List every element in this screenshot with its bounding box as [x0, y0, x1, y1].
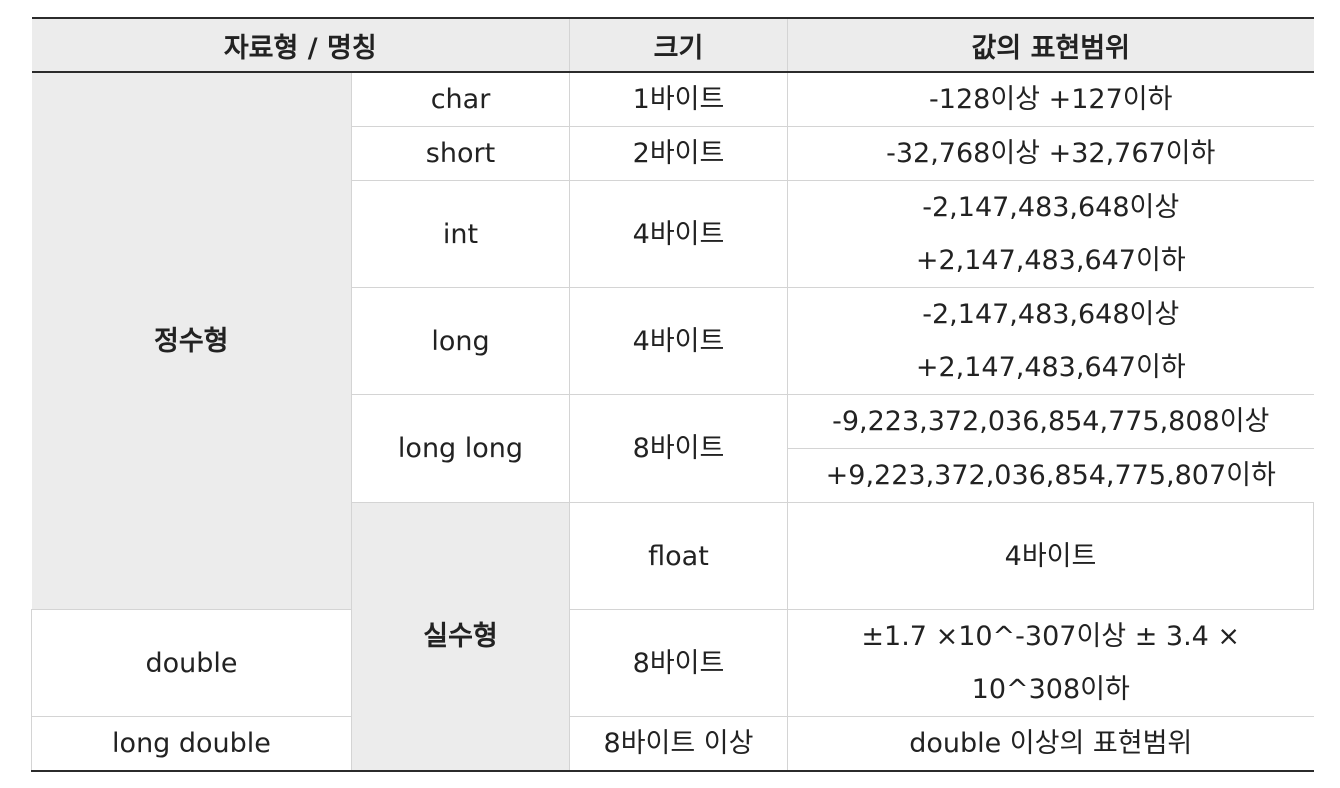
data-type-table: 자료형 / 명칭 크기 값의 표현범위 정수형 char 1바이트 -128이상… — [31, 17, 1314, 772]
type-range-cell: -2,147,483,648이상 +2,147,483,647이하 — [787, 180, 1314, 288]
type-size-cell: 8바이트 이상 — [569, 716, 788, 772]
table-row-int: int 4바이트 -2,147,483,648이상 +2,147,483,647… — [32, 180, 1314, 288]
type-size-cell: 8바이트 — [569, 394, 788, 503]
range-upper: +2,147,483,647이하 — [915, 352, 1186, 383]
type-range-cell: -2,147,483,648이상 +2,147,483,647이하 — [787, 287, 1314, 395]
type-size-cell: 4바이트 — [569, 287, 788, 395]
type-range-cell: -9,223,372,036,854,775,808이상 — [787, 394, 1314, 449]
type-name-cell: short — [351, 126, 570, 181]
group-integer: 정수형 — [31, 71, 352, 610]
header-row: 자료형 / 명칭 크기 값의 표현범위 — [31, 17, 1314, 73]
table-row-long: long 4바이트 -2,147,483,648이상 +2,147,483,64… — [32, 287, 1314, 395]
type-range-cell: double 이상의 표현범위 — [787, 716, 1314, 772]
type-size-cell: 4바이트 — [787, 502, 1314, 610]
type-name-cell: long double — [31, 716, 352, 772]
table-row-long-double: long double 8바이트 이상 double 이상의 표현범위 — [31, 716, 1314, 772]
range-lower: ±1.7 ×10^-307이상 ± 3.4 × — [861, 621, 1241, 652]
table-row-long-long-upper: +9,223,372,036,854,775,807이하 — [32, 448, 1314, 503]
type-name-cell: int — [351, 180, 570, 288]
type-size-cell: 1바이트 — [569, 71, 788, 127]
type-name-cell: double — [31, 609, 352, 717]
range-lower: -2,147,483,648이상 — [922, 192, 1180, 223]
type-size-cell: 2바이트 — [569, 126, 788, 181]
table-row-short: short 2바이트 -32,768이상 +32,767이하 — [32, 126, 1314, 181]
type-name-cell: float — [569, 502, 788, 610]
range-lower: -2,147,483,648이상 — [922, 299, 1180, 330]
range-upper: 10^308이하 — [971, 674, 1130, 705]
header-type-name: 자료형 / 명칭 — [31, 17, 570, 73]
type-name-cell: long — [351, 287, 570, 395]
type-range-cell: +9,223,372,036,854,775,807이하 — [787, 448, 1314, 503]
group-real: 실수형 — [351, 502, 570, 772]
table-row-long-long: long long 8바이트 -9,223,372,036,854,775,80… — [32, 394, 1314, 503]
type-size-cell: 8바이트 — [569, 609, 788, 717]
range-upper: +2,147,483,647이하 — [915, 245, 1186, 276]
header-range: 값의 표현범위 — [787, 17, 1314, 73]
type-range-cell: -128이상 +127이하 — [787, 71, 1314, 127]
table-row-double: double 8바이트 ±1.7 ×10^-307이상 ± 3.4 × 10^3… — [31, 609, 1314, 717]
type-name-cell: char — [351, 71, 570, 127]
type-name-cell: long long — [351, 394, 570, 503]
header-size: 크기 — [569, 17, 788, 73]
table-row-char: 정수형 char 1바이트 -128이상 +127이하 — [31, 71, 1314, 610]
type-size-cell: 4바이트 — [569, 180, 788, 288]
type-range-cell: -32,768이상 +32,767이하 — [787, 126, 1314, 181]
type-range-cell: ±1.7 ×10^-307이상 ± 3.4 × 10^308이하 — [787, 609, 1314, 717]
